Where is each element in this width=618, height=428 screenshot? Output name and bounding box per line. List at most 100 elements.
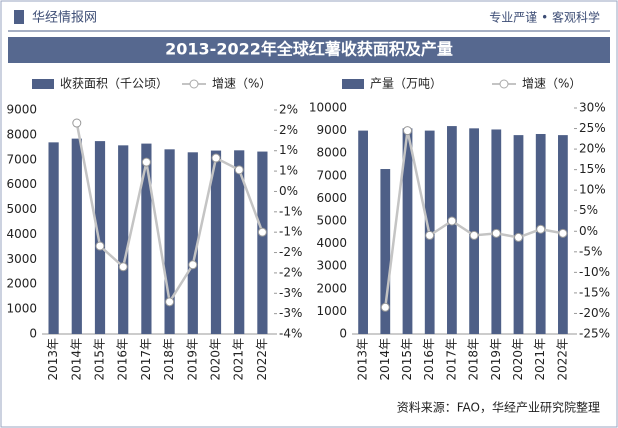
y-tick-label: 2000 xyxy=(6,277,37,291)
y-tick-label: 3000 xyxy=(6,252,37,266)
legend-label: 增速（%） xyxy=(522,77,581,91)
x-tick-label: 2013年 xyxy=(356,338,370,381)
growth-point xyxy=(514,232,523,242)
bar xyxy=(380,169,391,334)
chart-title: 2013-2022年全球红薯收获面积及产量 xyxy=(165,40,453,59)
y2-tick-label: 30% xyxy=(579,101,606,115)
y2-tick-label: -3% xyxy=(279,286,302,300)
x-tick-label: 2016年 xyxy=(116,338,130,381)
legend-marker xyxy=(189,79,199,89)
x-tick-label: 2015年 xyxy=(93,338,107,381)
legend-label: 增速（%） xyxy=(212,77,271,91)
x-tick-label: 2018年 xyxy=(162,338,176,381)
y-tick-label: 4000 xyxy=(316,236,347,250)
title-band xyxy=(8,37,610,63)
bar xyxy=(358,130,368,334)
growth-point xyxy=(469,230,479,240)
logo xyxy=(14,10,24,24)
y-tick-label: 0 xyxy=(29,327,37,341)
y2-tick-label: -20% xyxy=(579,306,610,320)
y2-tick-label: -2% xyxy=(279,245,302,259)
y-tick-label: 1000 xyxy=(316,304,347,318)
x-tick-label: 2021年 xyxy=(533,338,547,381)
growth-point xyxy=(403,126,412,136)
x-tick-label: 2014年 xyxy=(378,338,392,381)
bar xyxy=(234,150,245,334)
x-tick-label: 2017年 xyxy=(444,338,458,381)
bar xyxy=(94,141,106,334)
growth-point xyxy=(234,165,244,175)
y2-tick-label: 10% xyxy=(579,183,606,197)
bar xyxy=(118,145,129,334)
brand: 华经情报网 xyxy=(32,11,97,26)
y2-tick-label: -10% xyxy=(579,265,610,279)
x-tick-label: 2013年 xyxy=(46,338,60,381)
y-tick-label: 2000 xyxy=(316,281,347,295)
y2-tick-label: 25% xyxy=(579,121,606,135)
x-tick-label: 2015年 xyxy=(400,338,414,381)
y2-tick-label: 20% xyxy=(579,142,606,156)
growth-point xyxy=(118,262,128,272)
growth-point xyxy=(165,297,175,307)
x-tick-label: 2020年 xyxy=(209,338,223,381)
x-tick-label: 2018年 xyxy=(467,338,481,381)
growth-point xyxy=(536,224,546,234)
y2-tick-label: -1% xyxy=(279,204,302,218)
legend-swatch xyxy=(342,79,364,89)
y2-tick-label: -25% xyxy=(579,327,610,341)
y-tick-label: 1000 xyxy=(6,302,37,316)
growth-point xyxy=(72,118,82,128)
growth-point xyxy=(380,302,390,312)
slogan: 专业严谨 • 客观科学 xyxy=(489,10,600,25)
growth-point xyxy=(257,227,267,237)
growth-point xyxy=(211,153,221,163)
x-tick-label: 2016年 xyxy=(422,338,436,381)
bar xyxy=(141,143,152,334)
legend-label: 收获面积（千公顷） xyxy=(60,77,168,91)
x-tick-label: 2022年 xyxy=(255,338,269,381)
y-tick-label: 9000 xyxy=(316,123,347,137)
bar xyxy=(402,128,413,334)
y-tick-label: 10000 xyxy=(309,101,347,115)
y-tick-label: 9000 xyxy=(6,103,37,117)
bar xyxy=(535,133,546,334)
y-tick-label: 8000 xyxy=(316,146,347,160)
growth-point xyxy=(188,260,198,270)
legend-label: 产量（万吨） xyxy=(370,77,442,91)
y2-tick-label: 2% xyxy=(279,103,298,117)
y-tick-label: 7000 xyxy=(316,168,347,182)
x-tick-label: 2020年 xyxy=(511,338,525,381)
x-tick-label: 2019年 xyxy=(185,338,199,381)
y-tick-label: 7000 xyxy=(6,152,37,166)
x-tick-label: 2021年 xyxy=(232,338,246,381)
y2-tick-label: 0% xyxy=(579,224,598,238)
bar xyxy=(164,149,175,334)
legend-marker xyxy=(499,79,509,89)
growth-point xyxy=(558,228,568,238)
y2-tick-label: -2% xyxy=(279,265,302,279)
x-tick-label: 2022年 xyxy=(555,338,569,381)
y2-tick-label: 1% xyxy=(279,164,298,178)
y-tick-label: 6000 xyxy=(316,191,347,205)
growth-point xyxy=(95,241,105,251)
y-tick-label: 6000 xyxy=(6,177,37,191)
growth-point xyxy=(141,157,151,167)
y-tick-label: 4000 xyxy=(6,227,37,241)
bar xyxy=(48,142,59,334)
y-tick-label: 5000 xyxy=(6,202,37,216)
x-tick-label: 2019年 xyxy=(489,338,503,381)
y2-tick-label: -3% xyxy=(279,306,302,320)
bar xyxy=(447,126,457,334)
y2-tick-label: 2% xyxy=(279,123,298,137)
growth-point xyxy=(425,230,435,240)
legend-swatch xyxy=(32,79,54,89)
bar xyxy=(257,151,268,334)
y2-tick-label: 0% xyxy=(279,184,298,198)
x-tick-label: 2017年 xyxy=(139,338,153,381)
y2-tick-label: 15% xyxy=(579,162,606,176)
bar xyxy=(187,152,198,334)
y2-tick-label: -1% xyxy=(279,225,302,239)
bar xyxy=(210,150,222,334)
